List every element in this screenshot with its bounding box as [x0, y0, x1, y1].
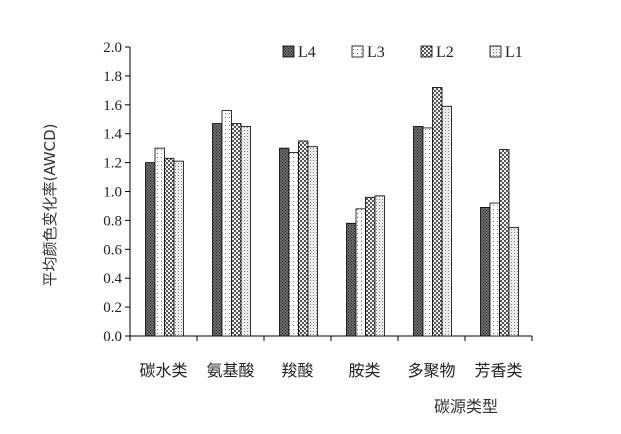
y-tick-label: 0.4 — [103, 271, 122, 287]
y-tick-label: 0.8 — [103, 213, 122, 229]
category-label: 多聚物 — [407, 361, 455, 380]
y-tick-label: 2.0 — [103, 40, 122, 56]
legend-label-l2: L2 — [436, 44, 454, 61]
bar-l2-0 — [164, 157, 175, 337]
y-tick-label: 0.6 — [103, 242, 122, 258]
bar-l2-1 — [231, 123, 242, 337]
category-label: 芳香类 — [474, 361, 522, 380]
legend-swatch-l4 — [282, 45, 295, 58]
bar-l4-0 — [145, 162, 156, 337]
y-axis: 0.0 0.2 0.4 0.6 0.8 1.0 1.2 1.4 1.6 1.8 2.0 — [103, 40, 131, 345]
bar-l1-1 — [240, 126, 251, 337]
y-tick-label: 0.0 — [103, 329, 122, 345]
y-tick-label: 1.6 — [103, 98, 122, 114]
legend-label-l4: L4 — [298, 44, 316, 61]
y-tick-label: 1.4 — [103, 127, 122, 143]
bar-l1-2 — [307, 146, 318, 337]
category-labels: 碳水类 氨基酸 羧酸 胺类 多聚物 芳香类 — [139, 361, 522, 380]
bar-l4-3 — [346, 222, 357, 337]
bar-l1-3 — [374, 195, 385, 337]
bar-l2-2 — [298, 140, 309, 337]
bar-l4-5 — [480, 206, 491, 337]
legend-label-l3: L3 — [367, 44, 385, 61]
y-tick-label: 1.0 — [103, 185, 122, 201]
y-tick-label: 1.2 — [103, 156, 122, 172]
bar-l2-5 — [499, 149, 510, 337]
bar-l4-4 — [413, 126, 424, 337]
bar-l1-4 — [441, 105, 452, 337]
bar-l3-2 — [288, 152, 299, 337]
legend-label-l1: L1 — [505, 44, 523, 61]
bar-l3-3 — [355, 208, 366, 337]
legend-swatch-l1 — [489, 45, 502, 58]
bar-l4-2 — [279, 147, 290, 337]
y-tick-label: 0.2 — [103, 300, 122, 316]
category-label: 氨基酸 — [206, 361, 254, 380]
bar-l2-3 — [365, 196, 376, 337]
x-axis-title: 碳源类型 — [434, 397, 498, 416]
legend: L4 L3 L2 L1 — [282, 44, 523, 61]
y-ticks: 0.0 0.2 0.4 0.6 0.8 1.0 1.2 1.4 1.6 1.8 2.0 — [103, 40, 130, 345]
bar-l3-0 — [154, 147, 165, 337]
bar-l4-1 — [212, 123, 223, 337]
y-tick-label: 1.8 — [103, 69, 122, 85]
bar-l1-5 — [508, 227, 519, 337]
y-axis-title: 平均颜色变化率(AWCD) — [41, 123, 59, 286]
category-label: 碳水类 — [139, 361, 187, 380]
bar-l3-5 — [489, 202, 500, 337]
bar-l1-0 — [173, 160, 184, 337]
category-label: 胺类 — [348, 361, 380, 380]
bar-l2-4 — [432, 87, 443, 337]
bar-l3-1 — [221, 110, 232, 337]
bar-l3-4 — [422, 127, 433, 337]
legend-swatch-l2 — [420, 45, 433, 58]
category-label: 羧酸 — [281, 361, 313, 380]
x-ticks — [129, 336, 533, 341]
bars — [145, 87, 519, 337]
legend-swatch-l3 — [351, 45, 364, 58]
